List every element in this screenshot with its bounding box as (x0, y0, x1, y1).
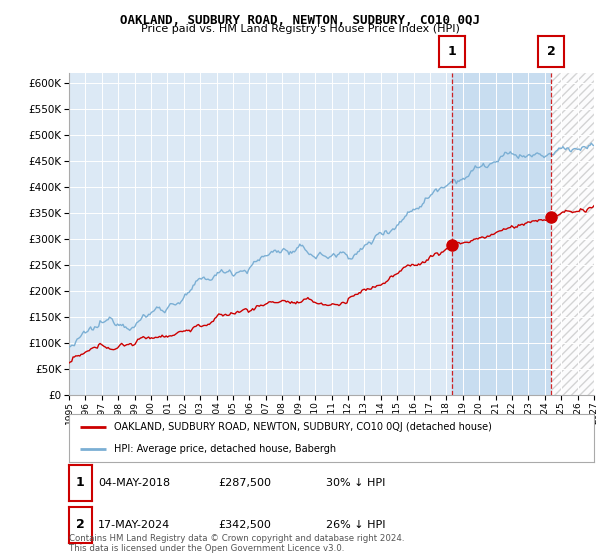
Text: £342,500: £342,500 (218, 520, 271, 530)
Text: OAKLAND, SUDBURY ROAD, NEWTON, SUDBURY, CO10 0QJ: OAKLAND, SUDBURY ROAD, NEWTON, SUDBURY, … (120, 14, 480, 27)
Text: 1: 1 (448, 45, 457, 58)
Text: HPI: Average price, detached house, Babergh: HPI: Average price, detached house, Babe… (113, 444, 336, 454)
Bar (452, 73, 551, 395)
Bar (551, 73, 594, 395)
Bar (551, 73, 594, 395)
Text: 30% ↓ HPI: 30% ↓ HPI (326, 478, 385, 488)
Text: OAKLAND, SUDBURY ROAD, NEWTON, SUDBURY, CO10 0QJ (detached house): OAKLAND, SUDBURY ROAD, NEWTON, SUDBURY, … (113, 422, 491, 432)
Text: 1: 1 (76, 477, 85, 489)
Text: Price paid vs. HM Land Registry's House Price Index (HPI): Price paid vs. HM Land Registry's House … (140, 24, 460, 34)
Text: 04-MAY-2018: 04-MAY-2018 (98, 478, 170, 488)
Text: £287,500: £287,500 (218, 478, 271, 488)
Text: 17-MAY-2024: 17-MAY-2024 (98, 520, 170, 530)
Text: Contains HM Land Registry data © Crown copyright and database right 2024.
This d: Contains HM Land Registry data © Crown c… (69, 534, 404, 553)
Text: 2: 2 (547, 45, 556, 58)
Text: 2: 2 (76, 519, 85, 531)
Text: 26% ↓ HPI: 26% ↓ HPI (326, 520, 385, 530)
